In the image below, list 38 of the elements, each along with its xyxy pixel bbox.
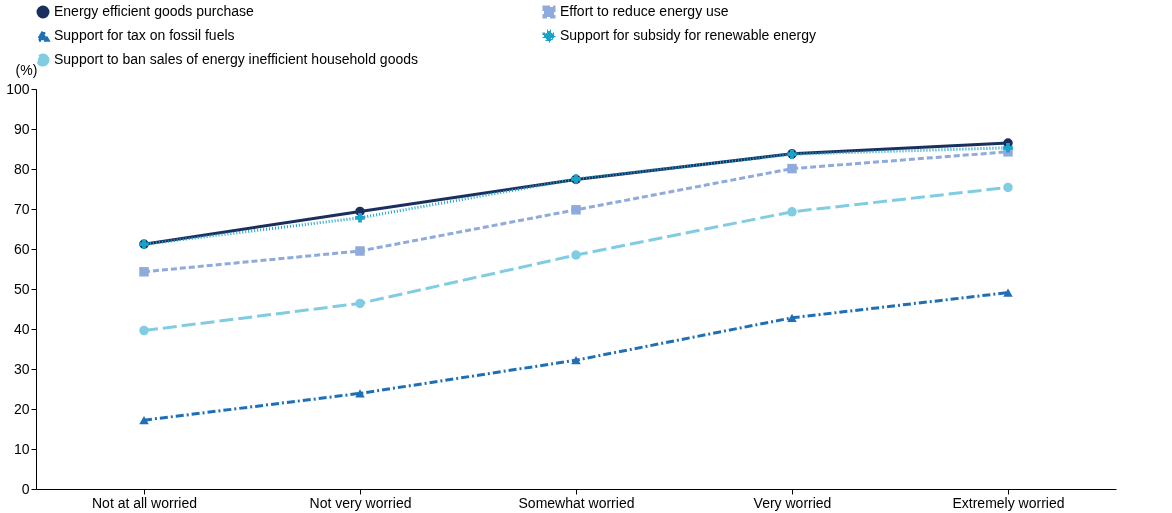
point — [1003, 143, 1013, 153]
x-tick-label: Extremely worried — [952, 494, 1065, 511]
legend-label: Support for subsidy for renewable energy — [560, 27, 817, 43]
x-tick-label: Not at all worried — [91, 494, 198, 511]
point — [139, 416, 149, 425]
legend-label: Effort to reduce energy use — [560, 3, 729, 19]
y-tick-label: 70 — [13, 200, 30, 217]
point — [355, 213, 365, 223]
y-tick-label: 50 — [13, 280, 30, 297]
point — [787, 163, 797, 174]
point — [355, 389, 365, 398]
legend-label: Support to ban sales of energy inefficient household goods — [54, 51, 418, 67]
y-tick-label: 100 — [6, 80, 30, 97]
y-tick-label: 0 — [21, 480, 30, 497]
y-tick-label: 80 — [13, 160, 30, 177]
x-tick-label: Not very worried — [309, 494, 412, 511]
y-tick-label: 10 — [13, 440, 30, 457]
y-tick-label: 90 — [13, 120, 30, 137]
y-tick-label: 30 — [13, 360, 30, 377]
point — [355, 246, 365, 256]
point — [1003, 182, 1013, 193]
point — [139, 267, 149, 277]
point — [1003, 288, 1013, 297]
point — [787, 207, 797, 217]
point — [571, 205, 581, 215]
y-axis-title: (%) — [15, 61, 38, 78]
x-tick-label: Somewhat worried — [518, 494, 635, 511]
y-tick-label: 40 — [13, 320, 30, 337]
legend-label: Support for tax on fossil fuels — [54, 27, 235, 43]
legend-label: Energy efficient goods purchase — [54, 3, 254, 19]
x-tick-label: Very worried — [753, 494, 832, 511]
point — [355, 298, 365, 309]
point — [787, 313, 797, 322]
point — [571, 250, 581, 260]
y-tick-label: 20 — [13, 400, 30, 417]
point — [139, 325, 149, 336]
point — [571, 356, 581, 365]
y-tick-label: 60 — [13, 240, 30, 257]
